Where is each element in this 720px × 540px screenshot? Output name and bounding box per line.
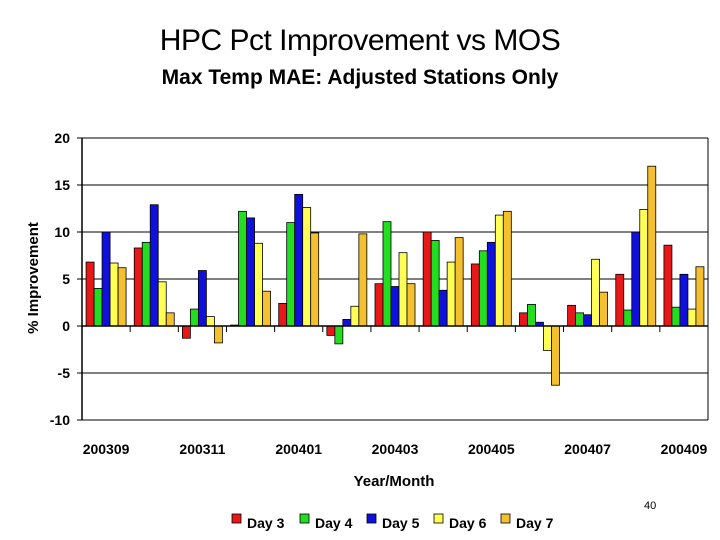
bar-day-4-200406 [527, 303, 536, 327]
gridlines [82, 137, 708, 421]
legend-label-day-3: Day 3 [247, 515, 285, 531]
bar-day-3-200402 [326, 325, 336, 336]
bar-day-3-200406 [519, 312, 528, 327]
bar-day-5-200312 [246, 217, 255, 327]
legend-label-day-4: Day 4 [315, 515, 353, 531]
bar-day-5-200403 [390, 286, 400, 327]
bar-day-4-200409 [671, 306, 681, 327]
bar-day-5-200404 [438, 289, 448, 327]
bar-day-5-200309 [101, 231, 111, 327]
x-tick-label: 200311 [179, 441, 225, 457]
bar-day-3-200309 [85, 261, 95, 327]
bar-day-4-200312 [238, 210, 247, 327]
bar-day-6-200311 [205, 316, 215, 327]
bar-day-4-200405 [478, 250, 488, 327]
x-tick-label: 200405 [468, 441, 515, 457]
bar-day-3-200310 [133, 247, 143, 327]
chart-subtitle: Max Temp MAE: Adjusted Stations Only [161, 66, 559, 89]
page-number: 40 [644, 500, 657, 512]
bar-day-6-200404 [446, 261, 456, 327]
legend-swatch-day-5 [366, 513, 377, 524]
bar-day-6-200405 [494, 214, 504, 327]
x-tick-label: 200309 [83, 441, 130, 457]
bar-day-7-200403 [406, 283, 416, 327]
y-axis-label: % Improvement [25, 222, 42, 334]
bar-day-3-200405 [470, 263, 480, 327]
legend-label-day-7: Day 7 [516, 515, 554, 531]
bar-day-5-200409 [679, 273, 689, 327]
bar-day-3-200407 [567, 304, 577, 327]
bar-day-5-200401 [294, 193, 304, 327]
legend-swatch-day-4 [299, 513, 310, 524]
bar-day-6-200409 [687, 308, 697, 327]
bar-day-5-200402 [342, 319, 352, 327]
legend: Day 3 Day 4 Day 5 Day 6 Day 7 [231, 513, 554, 531]
bar-day-6-200406 [543, 325, 552, 351]
legend-label-day-6: Day 6 [449, 515, 487, 531]
x-tick-label: 200407 [564, 441, 611, 457]
y-tick-label: 5 [62, 271, 70, 287]
y-tick-label: 10 [54, 224, 70, 240]
bar-day-7-200402 [358, 233, 368, 327]
chart-title: HPC Pct Improvement vs MOS [159, 24, 561, 57]
legend-label-day-5: Day 5 [382, 515, 420, 531]
bar-day-3-200404 [422, 231, 432, 327]
bar-day-4-200309 [93, 287, 103, 327]
bar-day-6-200408 [639, 209, 649, 327]
y-tick-label: 0 [62, 318, 70, 334]
bar-day-7-200401 [310, 232, 320, 327]
bar-day-4-200401 [286, 222, 296, 327]
bar-day-7-200309 [117, 267, 127, 327]
bar-day-4-200407 [575, 312, 585, 327]
bar-day-6-200401 [302, 207, 312, 327]
bar-day-5-200405 [486, 241, 496, 327]
bar-day-5-200408 [631, 231, 641, 327]
y-tick-label: 15 [54, 177, 70, 193]
y-tick-label: 20 [54, 130, 70, 146]
bar-day-7-200404 [454, 237, 464, 327]
bar-day-5-200311 [197, 270, 207, 327]
bar-day-7-200409 [695, 266, 705, 327]
bar-day-7-200405 [502, 210, 512, 327]
bar-day-6-200403 [398, 252, 408, 327]
y-tick-label: -5 [58, 365, 71, 381]
bar-day-7-200407 [599, 291, 609, 327]
bar-day-3-200408 [615, 273, 625, 327]
bar-day-7-200312 [262, 290, 271, 327]
bar-day-3-200403 [374, 283, 384, 327]
y-tick-label: -10 [50, 412, 70, 428]
bar-day-4-200403 [382, 221, 392, 327]
legend-swatch-day-3 [231, 513, 242, 524]
y-tick-labels: -10 -5 0 5 10 15 20 [50, 130, 70, 428]
bar-day-6-200310 [157, 281, 167, 327]
x-axis-label: Year/Month [354, 473, 435, 490]
bar-day-4-200404 [430, 240, 440, 327]
legend-swatch-day-7 [500, 513, 511, 524]
legend-swatch-day-6 [433, 513, 444, 524]
bar-day-4-200310 [141, 241, 151, 327]
bar-day-3-200409 [663, 244, 673, 327]
bar-day-3-200311 [181, 325, 191, 339]
x-tick-label: 200409 [661, 441, 708, 457]
bar-day-6-200402 [350, 305, 360, 327]
bar-day-7-200408 [647, 165, 657, 327]
bar-day-4-200311 [189, 308, 199, 327]
bar-day-3-200401 [278, 303, 288, 327]
bar-day-4-200408 [623, 309, 633, 327]
bar-day-7-200406 [551, 325, 560, 386]
x-tick-labels: 200309 200311 200401 200403 200405 200407 2004… [83, 441, 708, 457]
bar-day-7-200310 [165, 312, 175, 327]
bar-day-6-200309 [109, 262, 119, 327]
bar-day-5-200407 [583, 314, 593, 327]
bar-day-7-200311 [213, 325, 223, 344]
x-tick-label: 200403 [372, 441, 419, 457]
x-tick-label: 200401 [275, 441, 322, 457]
bar-day-4-200402 [334, 325, 344, 345]
bar-day-6-200407 [591, 258, 601, 327]
bar-day-5-200310 [149, 204, 159, 327]
bar-day-6-200312 [254, 242, 263, 327]
bars [85, 165, 705, 386]
axes [77, 137, 709, 421]
